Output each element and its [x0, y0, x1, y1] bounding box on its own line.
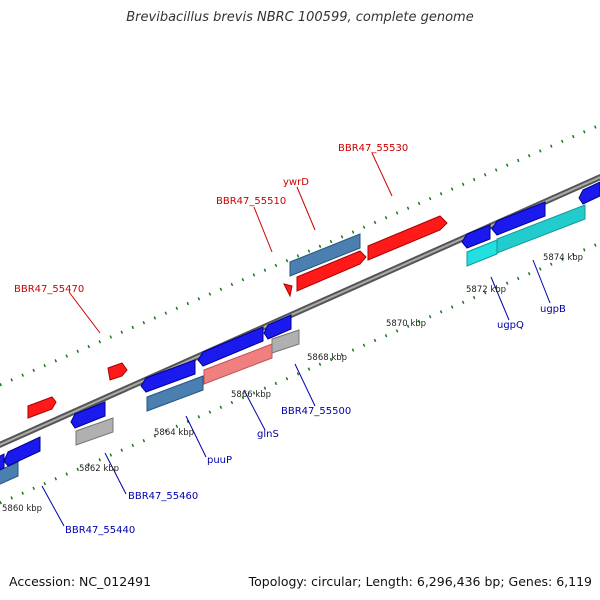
- scale-label: 5868 kbp: [307, 353, 347, 363]
- gene-label-ywrd[interactable]: ywrD: [283, 177, 309, 188]
- gene-label-bbr47-55460[interactable]: BBR47_55460: [128, 491, 198, 502]
- label-leaders: [41, 152, 551, 527]
- gene-bbr47-55440-cds[interactable]: [0, 461, 19, 485]
- gene-puup-cds[interactable]: [146, 375, 204, 412]
- gene-bbr47-55470[interactable]: [27, 396, 57, 419]
- scale-labels: 5860 kbp 5862 kbp 5864 kbp 5866 kbp 5868…: [2, 253, 583, 514]
- tick-row-upper: [0, 123, 600, 387]
- scale-label: 5860 kbp: [2, 504, 42, 514]
- scale-label: 5870 kbp: [386, 319, 426, 329]
- gene-ugpb[interactable]: [491, 201, 546, 236]
- gene-glns[interactable]: [197, 326, 264, 367]
- gene-bbr47-55510[interactable]: [283, 283, 293, 298]
- reverse-gene-labels: BBR47_55440 BBR47_55460 puuP glnS BBR47_…: [65, 304, 566, 536]
- gene-label-ugpb[interactable]: ugpB: [540, 304, 566, 315]
- gene-puup[interactable]: [140, 359, 196, 393]
- gene-glns-cds[interactable]: [203, 343, 273, 385]
- gene-bbr47-55500[interactable]: [263, 314, 292, 340]
- gene-ywrd-cds[interactable]: [289, 233, 361, 277]
- gene-features: [0, 181, 600, 485]
- scale-label: 5874 kbp: [543, 253, 583, 263]
- gene-ywrd[interactable]: [296, 250, 367, 292]
- accession-text: Accession: NC_012491: [9, 574, 152, 589]
- gene-bbr47-55460[interactable]: [70, 401, 106, 429]
- gene-label-puup[interactable]: puuP: [207, 455, 232, 466]
- gene-label-glns[interactable]: glnS: [257, 429, 279, 440]
- gene-label-bbr47-55510[interactable]: BBR47_55510: [216, 196, 286, 207]
- gene-ugpq-cds[interactable]: [466, 239, 498, 267]
- tick-rows: [0, 123, 600, 505]
- tick-row-lower: [0, 241, 600, 505]
- gene-bbr47-55530[interactable]: [367, 215, 448, 261]
- gene-bbr47-55460-cds[interactable]: [75, 417, 114, 446]
- gene-bbr47-55480[interactable]: [107, 362, 128, 381]
- gene-bbr47-55450[interactable]: [3, 436, 41, 467]
- gene-label-ugpq[interactable]: ugpQ: [497, 320, 524, 331]
- scale-label: 5864 kbp: [154, 428, 194, 438]
- gene-bbr47-55500-cds[interactable]: [271, 329, 300, 354]
- genome-stats-text: Topology: circular; Length: 6,296,436 bp…: [248, 574, 592, 589]
- scale-label: 5866 kbp: [231, 390, 271, 400]
- scale-label: 5872 kbp: [466, 285, 506, 295]
- forward-gene-labels: BBR47_55470 BBR47_55510 ywrD BBR47_55530: [14, 143, 408, 295]
- gene-bbr47-55440[interactable]: [0, 453, 5, 471]
- gene-label-bbr47-55530[interactable]: BBR47_55530: [338, 143, 408, 154]
- gene-label-bbr47-55470[interactable]: BBR47_55470: [14, 284, 84, 295]
- gene-ugpq[interactable]: [461, 224, 491, 249]
- scale-label: 5862 kbp: [79, 464, 119, 474]
- gene-label-bbr47-55440[interactable]: BBR47_55440: [65, 525, 135, 536]
- genome-title: Brevibacillus brevis NBRC 100599, comple…: [126, 10, 474, 25]
- gene-bbr47-55560[interactable]: [578, 181, 600, 205]
- gene-label-bbr47-55500[interactable]: BBR47_55500: [281, 406, 351, 417]
- gene-ugpb-cds[interactable]: [496, 204, 586, 254]
